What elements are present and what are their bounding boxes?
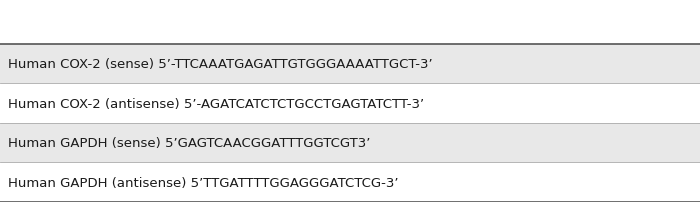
FancyBboxPatch shape: [0, 123, 700, 163]
Text: Human GAPDH (sense) 5’GAGTCAACGGATTTGGTCGT3’: Human GAPDH (sense) 5’GAGTCAACGGATTTGGTC…: [8, 136, 371, 149]
FancyBboxPatch shape: [0, 84, 700, 123]
Text: Human GAPDH (antisense) 5’TTGATTTTGGAGGGATCTCG-3’: Human GAPDH (antisense) 5’TTGATTTTGGAGGG…: [8, 176, 399, 189]
FancyBboxPatch shape: [0, 163, 700, 202]
Text: Human COX-2 (antisense) 5’-AGATCATCTCTGCCTGAGTATCTT-3’: Human COX-2 (antisense) 5’-AGATCATCTCTGC…: [8, 97, 424, 110]
Text: Human COX-2 (sense) 5’-TTCAAATGAGATTGTGGGAAAATTGCT-3’: Human COX-2 (sense) 5’-TTCAAATGAGATTGTGG…: [8, 58, 433, 71]
FancyBboxPatch shape: [0, 44, 700, 84]
